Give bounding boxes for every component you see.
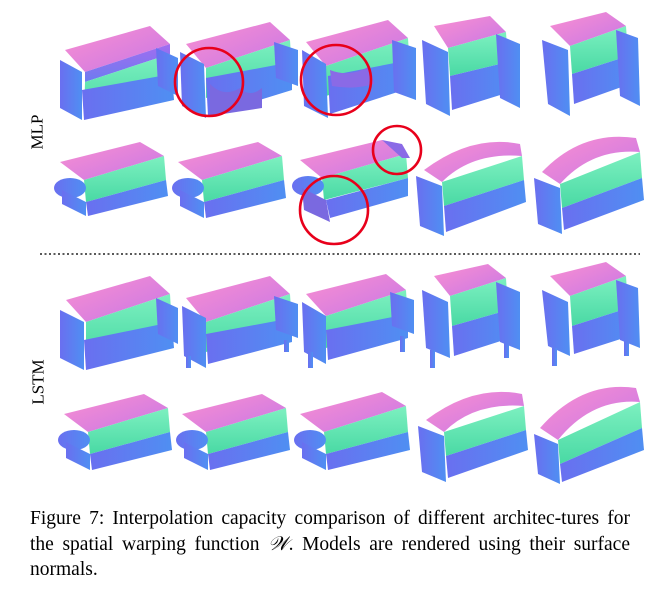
mlp-row2-shape-1 xyxy=(54,142,168,216)
lstm-row1-shape-5 xyxy=(542,262,640,366)
lstm-row-2 xyxy=(58,386,644,484)
lstm-section xyxy=(58,262,644,484)
mlp-row1-shape-1 xyxy=(60,26,178,120)
caption-text-end: . Models are rendered using their surfac… xyxy=(30,534,630,580)
warping-function-symbol: 𝒲 xyxy=(268,532,289,555)
mlp-row2-shape-3 xyxy=(292,140,410,222)
lstm-row1-shape-1 xyxy=(60,276,178,370)
lstm-row-1 xyxy=(60,262,640,370)
caption-text: Figure 7: Interpolation capacity compari… xyxy=(30,508,630,555)
row-label-lstm: LSTM xyxy=(28,359,48,405)
highlight-circle xyxy=(298,174,370,246)
mlp-section xyxy=(54,12,644,246)
row-label-mlp: MLP xyxy=(27,114,47,150)
highlight-circle xyxy=(299,43,373,117)
lstm-row1-shape-4 xyxy=(422,264,520,368)
mlp-row2-shape-4 xyxy=(416,141,526,236)
highlight-circles xyxy=(173,43,423,246)
mlp-row2-shape-2 xyxy=(172,142,286,218)
mlp-row-2 xyxy=(54,136,644,236)
mlp-row2-shape-5 xyxy=(534,136,644,234)
highlight-circle xyxy=(371,124,423,176)
lstm-row1-shape-2 xyxy=(182,276,298,368)
lstm-row2-shape-1 xyxy=(58,394,172,470)
mlp-row1-shape-5 xyxy=(542,12,640,116)
mlp-row-1 xyxy=(60,12,640,120)
mlp-row1-shape-2 xyxy=(180,22,298,118)
highlight-circle xyxy=(173,46,245,118)
mlp-row1-shape-4 xyxy=(422,16,520,116)
lstm-row2-shape-3 xyxy=(294,392,410,470)
mlp-row1-shape-3 xyxy=(302,20,416,118)
lstm-row1-shape-3 xyxy=(302,274,414,368)
lstm-row2-shape-4 xyxy=(418,391,528,482)
lstm-row2-shape-5 xyxy=(534,386,644,484)
figure-caption: Figure 7: Interpolation capacity compari… xyxy=(30,506,630,582)
lstm-row2-shape-2 xyxy=(176,394,290,470)
